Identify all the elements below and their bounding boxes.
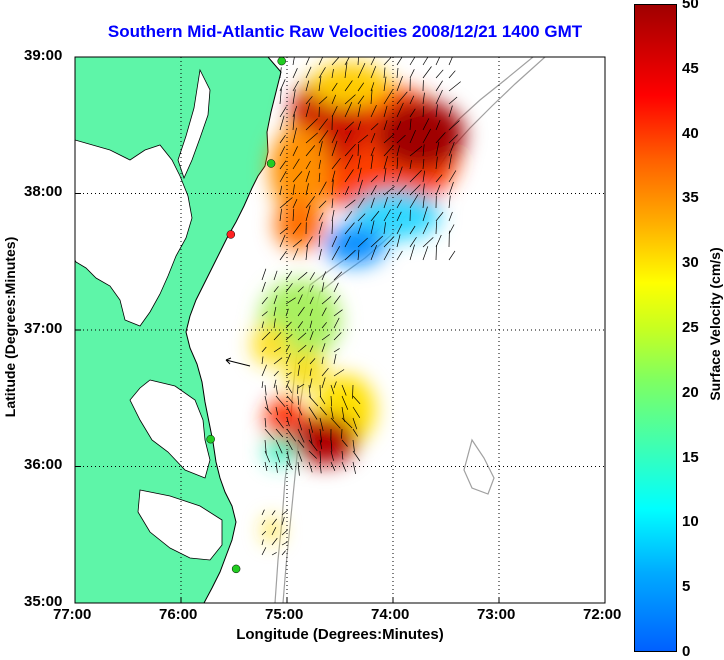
colorbar-tick-label: 35 <box>682 189 699 206</box>
y-tick-label: 36:00 <box>24 456 62 473</box>
station-marker <box>232 565 240 573</box>
heat-patch <box>325 225 385 265</box>
heat-patch <box>264 518 280 542</box>
colorbar-label: Surface Velocity (cm/s) <box>707 184 723 464</box>
station-marker <box>267 159 275 167</box>
x-tick-label: 76:00 <box>159 606 197 623</box>
colorbar-tick-label: 40 <box>682 125 699 142</box>
heat-patch <box>252 325 288 365</box>
heat-patch <box>265 435 295 465</box>
velocity-arrow <box>436 245 437 260</box>
velocity-arrow <box>353 385 354 399</box>
colorbar-tick-label: 10 <box>682 513 699 530</box>
x-tick-label: 73:00 <box>477 606 515 623</box>
heat-patch <box>310 63 390 107</box>
station-marker <box>207 435 215 443</box>
colorbar-tick-label: 0 <box>682 643 690 660</box>
colorbar-tick-label: 25 <box>682 319 699 336</box>
colorbar-tick-label: 5 <box>682 578 690 595</box>
x-tick-label: 75:00 <box>265 606 303 623</box>
x-tick-label: 77:00 <box>53 606 91 623</box>
colorbar-tick-label: 15 <box>682 449 699 466</box>
velocity-arrow <box>342 429 343 439</box>
station-marker <box>227 230 235 238</box>
y-tick-label: 37:00 <box>24 320 62 337</box>
y-axis-label: Latitude (Degrees:Minutes) <box>2 187 18 467</box>
heat-patch <box>375 100 465 170</box>
x-axis-label: Longitude (Degrees:Minutes) <box>75 626 605 643</box>
y-tick-label: 39:00 <box>24 47 62 64</box>
y-tick-label: 38:00 <box>24 183 62 200</box>
x-tick-label: 74:00 <box>371 606 409 623</box>
colorbar-tick-label: 50 <box>682 0 699 12</box>
colorbar-tick-label: 30 <box>682 254 699 271</box>
heat-patch <box>293 415 357 465</box>
velocity-arrow <box>298 385 299 394</box>
colorbar-tick-label: 20 <box>682 384 699 401</box>
x-tick-label: 72:00 <box>583 606 621 623</box>
station-marker <box>278 57 286 65</box>
colorbar-tick-label: 45 <box>682 60 699 77</box>
colorbar <box>634 4 677 652</box>
